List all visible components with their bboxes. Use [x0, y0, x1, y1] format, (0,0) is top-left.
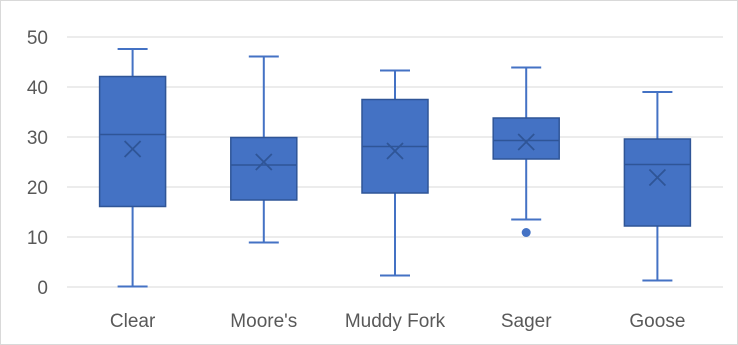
box-series-3: [492, 66, 560, 237]
y-tick-label: 40: [27, 78, 48, 99]
box-series-1: [230, 55, 298, 244]
x-category-label: Sager: [501, 311, 552, 332]
y-tick-label: 20: [27, 178, 48, 199]
x-category-label: Muddy Fork: [345, 311, 446, 332]
mean-marker-b: [517, 133, 535, 151]
box-iqr: [230, 136, 298, 201]
box-iqr: [623, 138, 692, 227]
y-axis-ticks: 0 10 20 30 40 50: [27, 28, 48, 299]
x-category-label: Clear: [110, 311, 156, 332]
mean-marker-b: [255, 153, 273, 171]
mean-marker-b: [123, 140, 142, 158]
box-series-0: [98, 48, 167, 288]
boxes: [98, 48, 692, 288]
mean-marker-b: [648, 168, 667, 187]
box-series-2: [361, 69, 429, 277]
box-iqr: [492, 117, 560, 160]
outlier-point: [521, 228, 531, 237]
mean-marker-b: [386, 142, 404, 160]
x-category-label: Moore's: [230, 311, 297, 332]
y-tick-label: 50: [27, 28, 48, 49]
box-series-4: [623, 91, 692, 282]
box-iqr: [98, 75, 167, 208]
y-tick-label: 10: [27, 228, 48, 249]
y-tick-label: 30: [27, 128, 48, 149]
x-category-label: Goose: [629, 311, 685, 332]
x-axis-categories: Clear Moore's Muddy Fork Sager Goose: [110, 311, 685, 332]
y-tick-label: 0: [37, 278, 48, 299]
